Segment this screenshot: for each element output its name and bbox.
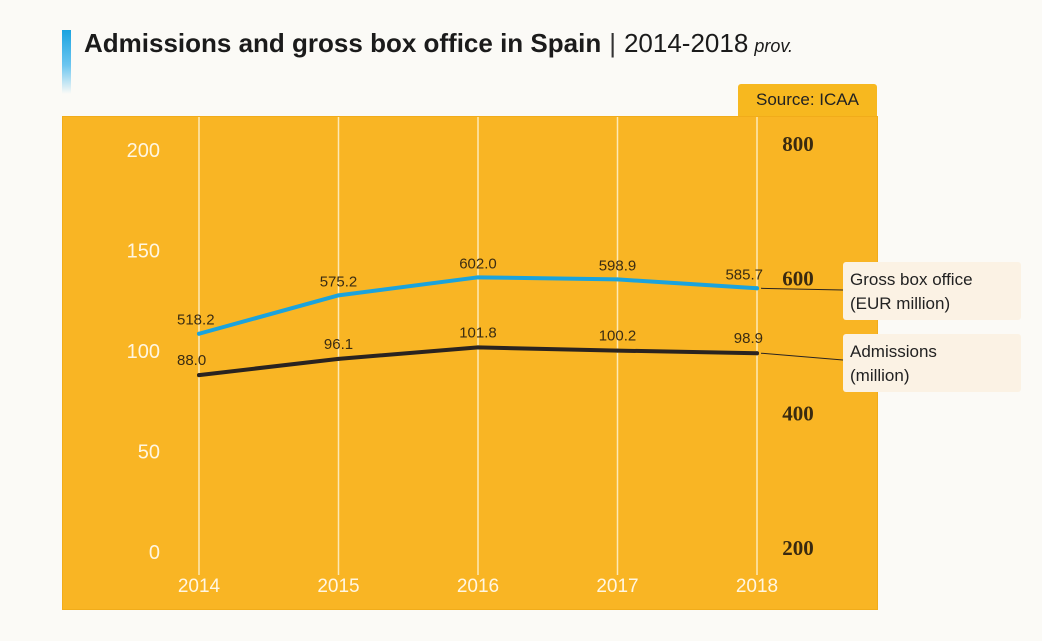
x-tick-2017: 2017 (596, 576, 638, 597)
point-admissions-2015 (336, 356, 341, 361)
point-admissions-2016 (476, 345, 480, 350)
source-label: Source: ICAA (738, 84, 877, 116)
right-tick-600: 600 (782, 267, 814, 291)
x-tick-2014: 2014 (178, 576, 221, 597)
legend-gross-box-office: Gross box office (EUR million) (843, 262, 1021, 320)
title-separator: | (609, 28, 616, 58)
legend-gross-line2: (EUR million) (850, 294, 951, 313)
legend-leader-gross-box-office (760, 287, 844, 291)
data-label-admissions-2015: 96.1 (324, 336, 353, 353)
data-label-gross-box-office-2018: 585.7 (725, 266, 763, 283)
right-tick-200: 200 (782, 536, 814, 560)
point-gross-box-office-2017 (615, 277, 620, 282)
data-label-gross-box-office-2014: 518.2 (177, 312, 215, 329)
x-tick-2015: 2015 (317, 576, 359, 597)
point-gross-box-office-2016 (476, 275, 480, 280)
left-tick-0: 0 (149, 542, 160, 564)
point-gross-box-office-2014 (197, 331, 201, 336)
point-admissions-2017 (615, 348, 620, 353)
data-label-admissions-2018: 98.9 (734, 330, 763, 347)
point-gross-box-office-2018 (755, 286, 759, 291)
left-tick-150: 150 (127, 241, 160, 263)
legend-leader-admissions (760, 352, 844, 361)
chart-panel (62, 116, 878, 610)
data-label-gross-box-office-2017: 598.9 (599, 257, 637, 274)
x-tick-2016: 2016 (457, 576, 499, 597)
title-accent-bar (62, 30, 71, 94)
left-tick-50: 50 (138, 442, 160, 464)
data-label-admissions-2017: 100.2 (599, 328, 637, 345)
legend-gross-line1: Gross box office (850, 270, 973, 289)
right-tick-800: 800 (782, 132, 814, 156)
data-label-admissions-2016: 101.8 (459, 324, 497, 341)
left-tick-200: 200 (127, 140, 160, 162)
point-admissions-2014 (197, 373, 201, 378)
left-tick-100: 100 (127, 341, 160, 363)
x-tick-2018: 2018 (736, 576, 778, 597)
point-admissions-2018 (755, 351, 759, 356)
legend-admissions-line1: Admissions (850, 342, 937, 361)
legend-admissions: Admissions (million) (843, 334, 1021, 392)
title-years: 2014-2018 (623, 28, 749, 58)
data-label-admissions-2014: 88.0 (177, 352, 206, 369)
title-suffix: prov. (754, 36, 793, 56)
chart-title: Admissions and gross box office in Spain… (84, 28, 793, 59)
legend-admissions-line2: (million) (850, 366, 910, 385)
data-label-gross-box-office-2015: 575.2 (320, 273, 358, 290)
right-tick-400: 400 (782, 401, 814, 425)
data-label-gross-box-office-2016: 602.0 (459, 255, 497, 272)
point-gross-box-office-2015 (336, 293, 341, 298)
title-main: Admissions and gross box office in Spain (84, 28, 602, 58)
